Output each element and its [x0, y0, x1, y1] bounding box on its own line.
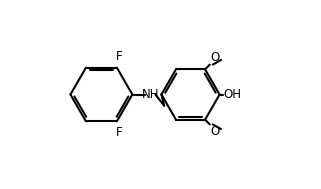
Text: OH: OH [224, 88, 242, 101]
Text: F: F [116, 126, 122, 139]
Text: O: O [210, 50, 219, 64]
Text: NH: NH [142, 88, 159, 101]
Text: F: F [116, 50, 122, 63]
Text: O: O [210, 125, 219, 139]
